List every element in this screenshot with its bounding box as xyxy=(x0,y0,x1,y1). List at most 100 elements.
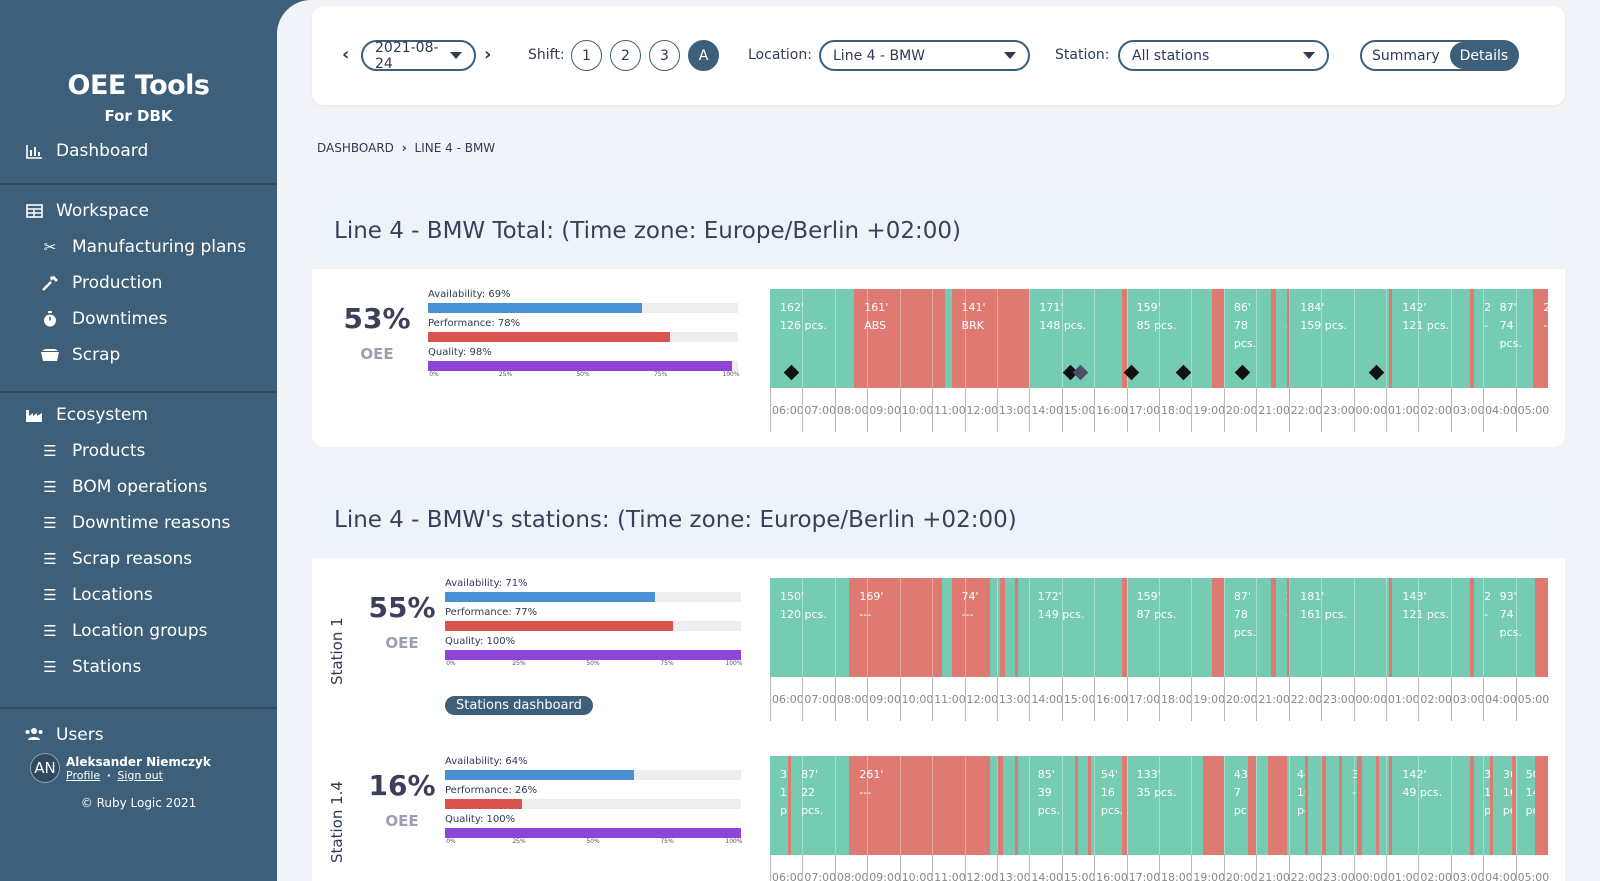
production-segment[interactable]: 3 - xyxy=(1342,756,1357,855)
production-segment[interactable]: 87' 78 pcs. xyxy=(1223,578,1271,677)
downtime-segment[interactable] xyxy=(1535,756,1548,855)
date-select[interactable]: 2021-08-24 xyxy=(361,40,476,72)
downtime-segment[interactable] xyxy=(1287,289,1291,388)
downtime-segment[interactable] xyxy=(1338,756,1343,855)
sidebar-item-products[interactable]: ☰ Products xyxy=(40,441,145,461)
sidebar-section-ecosystem[interactable]: Ecosystem xyxy=(24,405,148,425)
shift-2-button[interactable]: 2 xyxy=(610,40,641,71)
downtime-segment[interactable] xyxy=(1074,756,1078,855)
production-segment[interactable]: 150' 120 pcs. xyxy=(770,578,850,677)
sidebar-item-manufacturing-plans[interactable]: ✂ Manufacturing plans xyxy=(40,237,246,257)
downtime-segment[interactable]: 2 - xyxy=(1533,289,1548,388)
downtime-segment[interactable] xyxy=(1121,289,1127,388)
downtime-segment[interactable]: 74' --- xyxy=(951,578,991,677)
downtime-segment[interactable]: 169' --- xyxy=(849,578,942,677)
production-segment[interactable]: 87' 22 pcs. xyxy=(791,756,850,855)
details-view-button[interactable]: Details xyxy=(1449,42,1519,69)
production-segment[interactable] xyxy=(941,578,952,677)
sidebar-item-scrap[interactable]: Scrap xyxy=(40,345,120,365)
sidebar-item-downtimes[interactable]: Downtimes xyxy=(40,309,167,329)
downtime-segment[interactable]: 161' ABS xyxy=(854,289,946,388)
shift-all-button[interactable]: A xyxy=(688,40,719,71)
downtime-segment[interactable] xyxy=(787,756,792,855)
downtime-segment[interactable] xyxy=(1470,756,1475,855)
production-segment[interactable]: 143' 121 pcs. xyxy=(1392,578,1471,677)
downtime-segment[interactable] xyxy=(1535,578,1548,677)
production-segment[interactable]: 162' 126 pcs. xyxy=(770,289,855,388)
downtime-segment[interactable] xyxy=(1212,289,1224,388)
downtime-segment[interactable] xyxy=(1014,756,1018,855)
profile-link[interactable]: Profile xyxy=(66,768,101,782)
production-segment[interactable]: 87' 74 pcs. xyxy=(1489,289,1534,388)
production-segment[interactable] xyxy=(990,756,997,855)
production-segment[interactable]: 54' 16 pcs. xyxy=(1090,756,1122,855)
production-segment[interactable]: 2 - xyxy=(1017,756,1028,855)
downtime-segment[interactable] xyxy=(996,756,1004,855)
production-segment[interactable]: 142' 121 pcs. xyxy=(1392,289,1471,388)
production-segment[interactable]: 2 - xyxy=(1474,289,1490,388)
downtime-segment[interactable] xyxy=(1087,756,1091,855)
downtime-segment[interactable] xyxy=(1248,756,1257,855)
downtime-segment[interactable] xyxy=(1376,756,1380,855)
production-segment[interactable] xyxy=(1361,756,1377,855)
production-segment[interactable]: 3 - xyxy=(1275,289,1288,388)
downtime-segment[interactable] xyxy=(1014,578,1018,677)
downtime-segment[interactable] xyxy=(1270,578,1276,677)
sidebar-section-workspace[interactable]: Workspace xyxy=(24,201,149,221)
production-segment[interactable]: 159' 87 pcs. xyxy=(1126,578,1213,677)
sign-out-link[interactable]: Sign out xyxy=(117,768,163,782)
breadcrumb-dashboard[interactable]: DASHBOARD xyxy=(317,141,394,155)
downtime-segment[interactable] xyxy=(1489,756,1493,855)
location-select[interactable]: Line 4 - BMW xyxy=(819,40,1030,71)
prev-day-button[interactable]: ‹ xyxy=(342,44,350,65)
production-segment[interactable]: 142' 49 pcs. xyxy=(1392,756,1471,855)
downtime-segment[interactable] xyxy=(1212,578,1224,677)
production-segment[interactable]: 2 - xyxy=(1275,578,1288,677)
production-segment[interactable]: 93' 74 pcs. xyxy=(1489,578,1536,677)
sidebar-item-scrap-reasons[interactable]: ☰ Scrap reasons xyxy=(40,549,192,569)
downtime-segment[interactable] xyxy=(1270,289,1276,388)
downtime-segment[interactable] xyxy=(1389,756,1393,855)
summary-view-button[interactable]: Summary xyxy=(1372,47,1440,64)
production-segment[interactable] xyxy=(990,578,1001,677)
production-segment[interactable]: 159' 85 pcs. xyxy=(1126,289,1213,388)
sidebar-item-locations[interactable]: ☰ Locations xyxy=(40,585,153,605)
downtime-segment[interactable] xyxy=(1470,578,1475,677)
production-segment[interactable] xyxy=(1003,756,1015,855)
downtime-segment[interactable] xyxy=(1121,578,1127,677)
production-segment[interactable] xyxy=(1308,756,1322,855)
station-select[interactable]: All stations xyxy=(1118,40,1329,71)
production-segment[interactable]: 1 - xyxy=(1379,756,1390,855)
downtime-segment[interactable] xyxy=(1121,756,1127,855)
production-segment[interactable]: 85' 39 pcs. xyxy=(1027,756,1075,855)
production-segment[interactable]: 4 - xyxy=(1077,756,1088,855)
production-segment[interactable] xyxy=(1005,578,1015,677)
downtime-segment[interactable] xyxy=(1287,578,1291,677)
downtime-segment[interactable] xyxy=(1389,289,1393,388)
downtime-segment[interactable] xyxy=(1202,756,1224,855)
sidebar-item-users[interactable]: Users xyxy=(24,725,104,741)
production-segment[interactable]: 50 14 pcs xyxy=(1515,756,1536,855)
sidebar-item-production[interactable]: Production xyxy=(40,273,162,293)
downtime-segment[interactable] xyxy=(1304,756,1309,855)
sidebar-item-downtime-reasons[interactable]: ☰ Downtime reasons xyxy=(40,513,230,533)
shift-3-button[interactable]: 3 xyxy=(649,40,680,71)
stations-dashboard-button[interactable]: Stations dashboard xyxy=(445,696,593,715)
downtime-segment[interactable] xyxy=(1389,578,1393,677)
sidebar-item-dashboard[interactable]: Dashboard xyxy=(24,141,148,161)
downtime-segment[interactable]: 261' --- xyxy=(849,756,991,855)
production-segment[interactable]: 3 16 pc xyxy=(1474,756,1490,855)
production-segment[interactable]: 3 11 p xyxy=(770,756,788,855)
downtime-segment[interactable] xyxy=(1512,756,1516,855)
production-segment[interactable] xyxy=(1325,756,1339,855)
production-segment[interactable]: 172' 149 pcs. xyxy=(1027,578,1122,677)
downtime-segment[interactable] xyxy=(1356,756,1362,855)
production-segment[interactable] xyxy=(1256,756,1268,855)
shift-1-button[interactable]: 1 xyxy=(571,40,602,71)
downtime-segment[interactable]: 141' BRK xyxy=(951,289,1030,388)
production-segment[interactable]: 181' 161 pcs. xyxy=(1290,578,1390,677)
downtime-segment[interactable] xyxy=(1267,756,1288,855)
next-day-button[interactable]: › xyxy=(484,44,492,65)
sidebar-item-stations[interactable]: ☰ Stations xyxy=(40,657,141,677)
downtime-segment[interactable] xyxy=(1470,289,1475,388)
